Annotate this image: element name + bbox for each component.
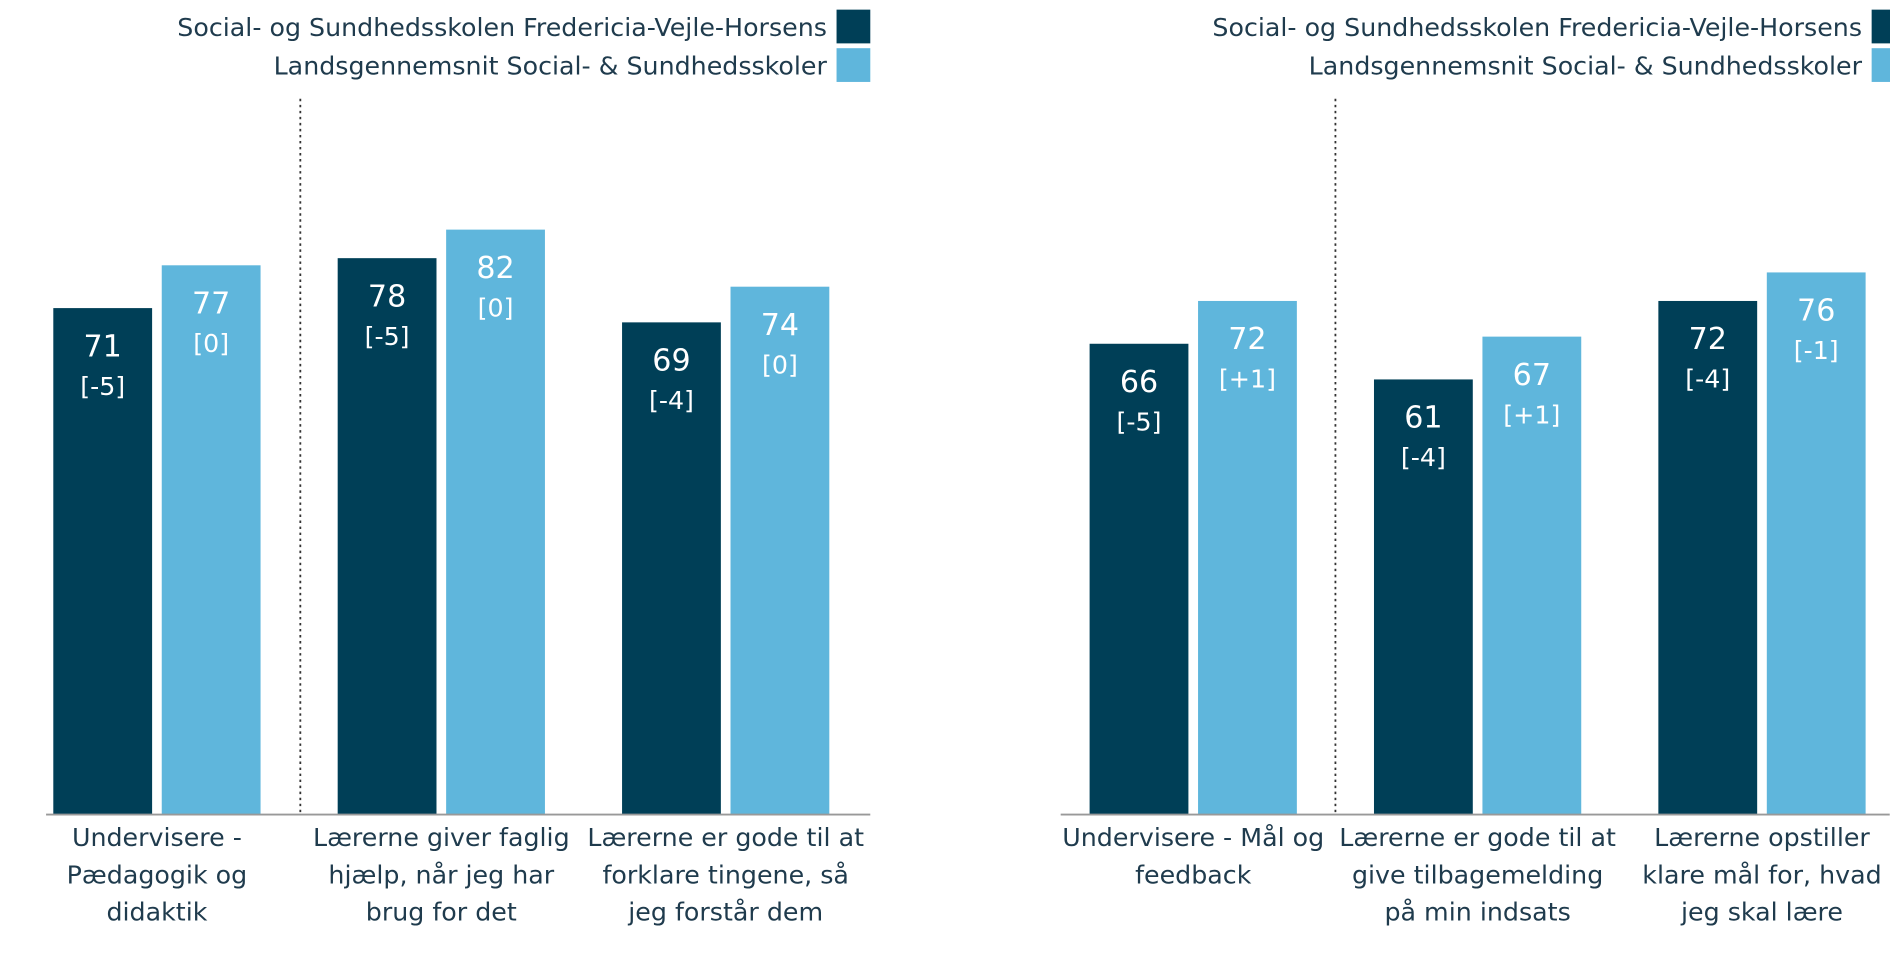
difference-label: [0] xyxy=(193,329,229,358)
x-tick-label: Lærerne er gode til at give tilbagemeldi… xyxy=(1339,823,1616,927)
x-label-box: Lærerne er gode til at forklare tingene,… xyxy=(587,823,865,927)
bar xyxy=(1766,272,1866,815)
bar xyxy=(446,229,545,815)
legend-label: Landsgennemsnit Social- & Sundhedsskoler xyxy=(1309,52,1863,81)
difference-label: [-4] xyxy=(649,386,694,415)
x-label-box: Lærerne er gode til at give tilbagemeldi… xyxy=(1339,823,1616,927)
difference-label: [+1] xyxy=(1503,400,1560,429)
legend-label: Social- og Sundhedsskolen Fredericia-Vej… xyxy=(177,13,827,42)
bar xyxy=(730,286,830,815)
x-label-box: Undervisere - Pædagogik og didaktik xyxy=(66,823,248,927)
value-label: 61 xyxy=(1404,401,1442,436)
x-label-box: Lærerne giver faglig hjælp, når jeg har … xyxy=(312,823,570,927)
x-label-box: Lærerne opstiller klare mål for, hvad je… xyxy=(1642,823,1882,927)
x-tick-label: Lærerne er gode til at forklare tingene,… xyxy=(587,823,865,927)
legend-swatch xyxy=(836,9,871,44)
value-label: 77 xyxy=(192,286,230,321)
legend-swatch xyxy=(836,48,871,82)
difference-label: [-4] xyxy=(1685,365,1730,394)
legend-label: Landsgennemsnit Social- & Sundhedsskoler xyxy=(274,52,828,81)
difference-label: [-5] xyxy=(365,322,410,351)
difference-label: [-5] xyxy=(1117,408,1162,437)
difference-label: [-4] xyxy=(1401,443,1446,472)
bar xyxy=(161,265,261,815)
difference-label: [-5] xyxy=(80,372,125,401)
bar xyxy=(337,258,437,815)
value-label: 76 xyxy=(1797,294,1835,329)
legend-swatch xyxy=(1871,9,1890,44)
value-label: 78 xyxy=(368,279,406,314)
bar xyxy=(1373,379,1473,815)
difference-label: [0] xyxy=(478,293,514,322)
value-label: 67 xyxy=(1513,358,1551,393)
legend-label: Social- og Sundhedsskolen Fredericia-Vej… xyxy=(1212,13,1862,42)
value-label: 74 xyxy=(761,308,799,343)
bar xyxy=(622,322,721,815)
value-label: 72 xyxy=(1228,322,1266,357)
bar xyxy=(1089,343,1189,815)
x-tick-label: Lærerne opstiller klare mål for, hvad je… xyxy=(1642,823,1882,927)
bar xyxy=(1482,336,1582,815)
x-tick-label: Undervisere - Mål og feedback xyxy=(1062,823,1325,890)
difference-label: [-1] xyxy=(1794,336,1839,365)
difference-label: [0] xyxy=(762,350,798,379)
value-label: 69 xyxy=(652,344,690,379)
x-tick-label: Undervisere - Pædagogik og didaktik xyxy=(66,823,248,927)
value-label: 66 xyxy=(1120,365,1158,400)
value-label: 71 xyxy=(84,329,122,364)
difference-label: [+1] xyxy=(1219,365,1276,394)
bar xyxy=(1658,300,1758,815)
legend-swatch xyxy=(1871,48,1890,82)
value-label: 82 xyxy=(476,251,514,286)
x-label-box: Undervisere - Mål og feedback xyxy=(1062,823,1325,890)
value-label: 72 xyxy=(1689,322,1727,357)
bar xyxy=(53,308,153,815)
x-tick-label: Lærerne giver faglig hjælp, når jeg har … xyxy=(312,823,570,927)
bar xyxy=(1198,300,1297,815)
